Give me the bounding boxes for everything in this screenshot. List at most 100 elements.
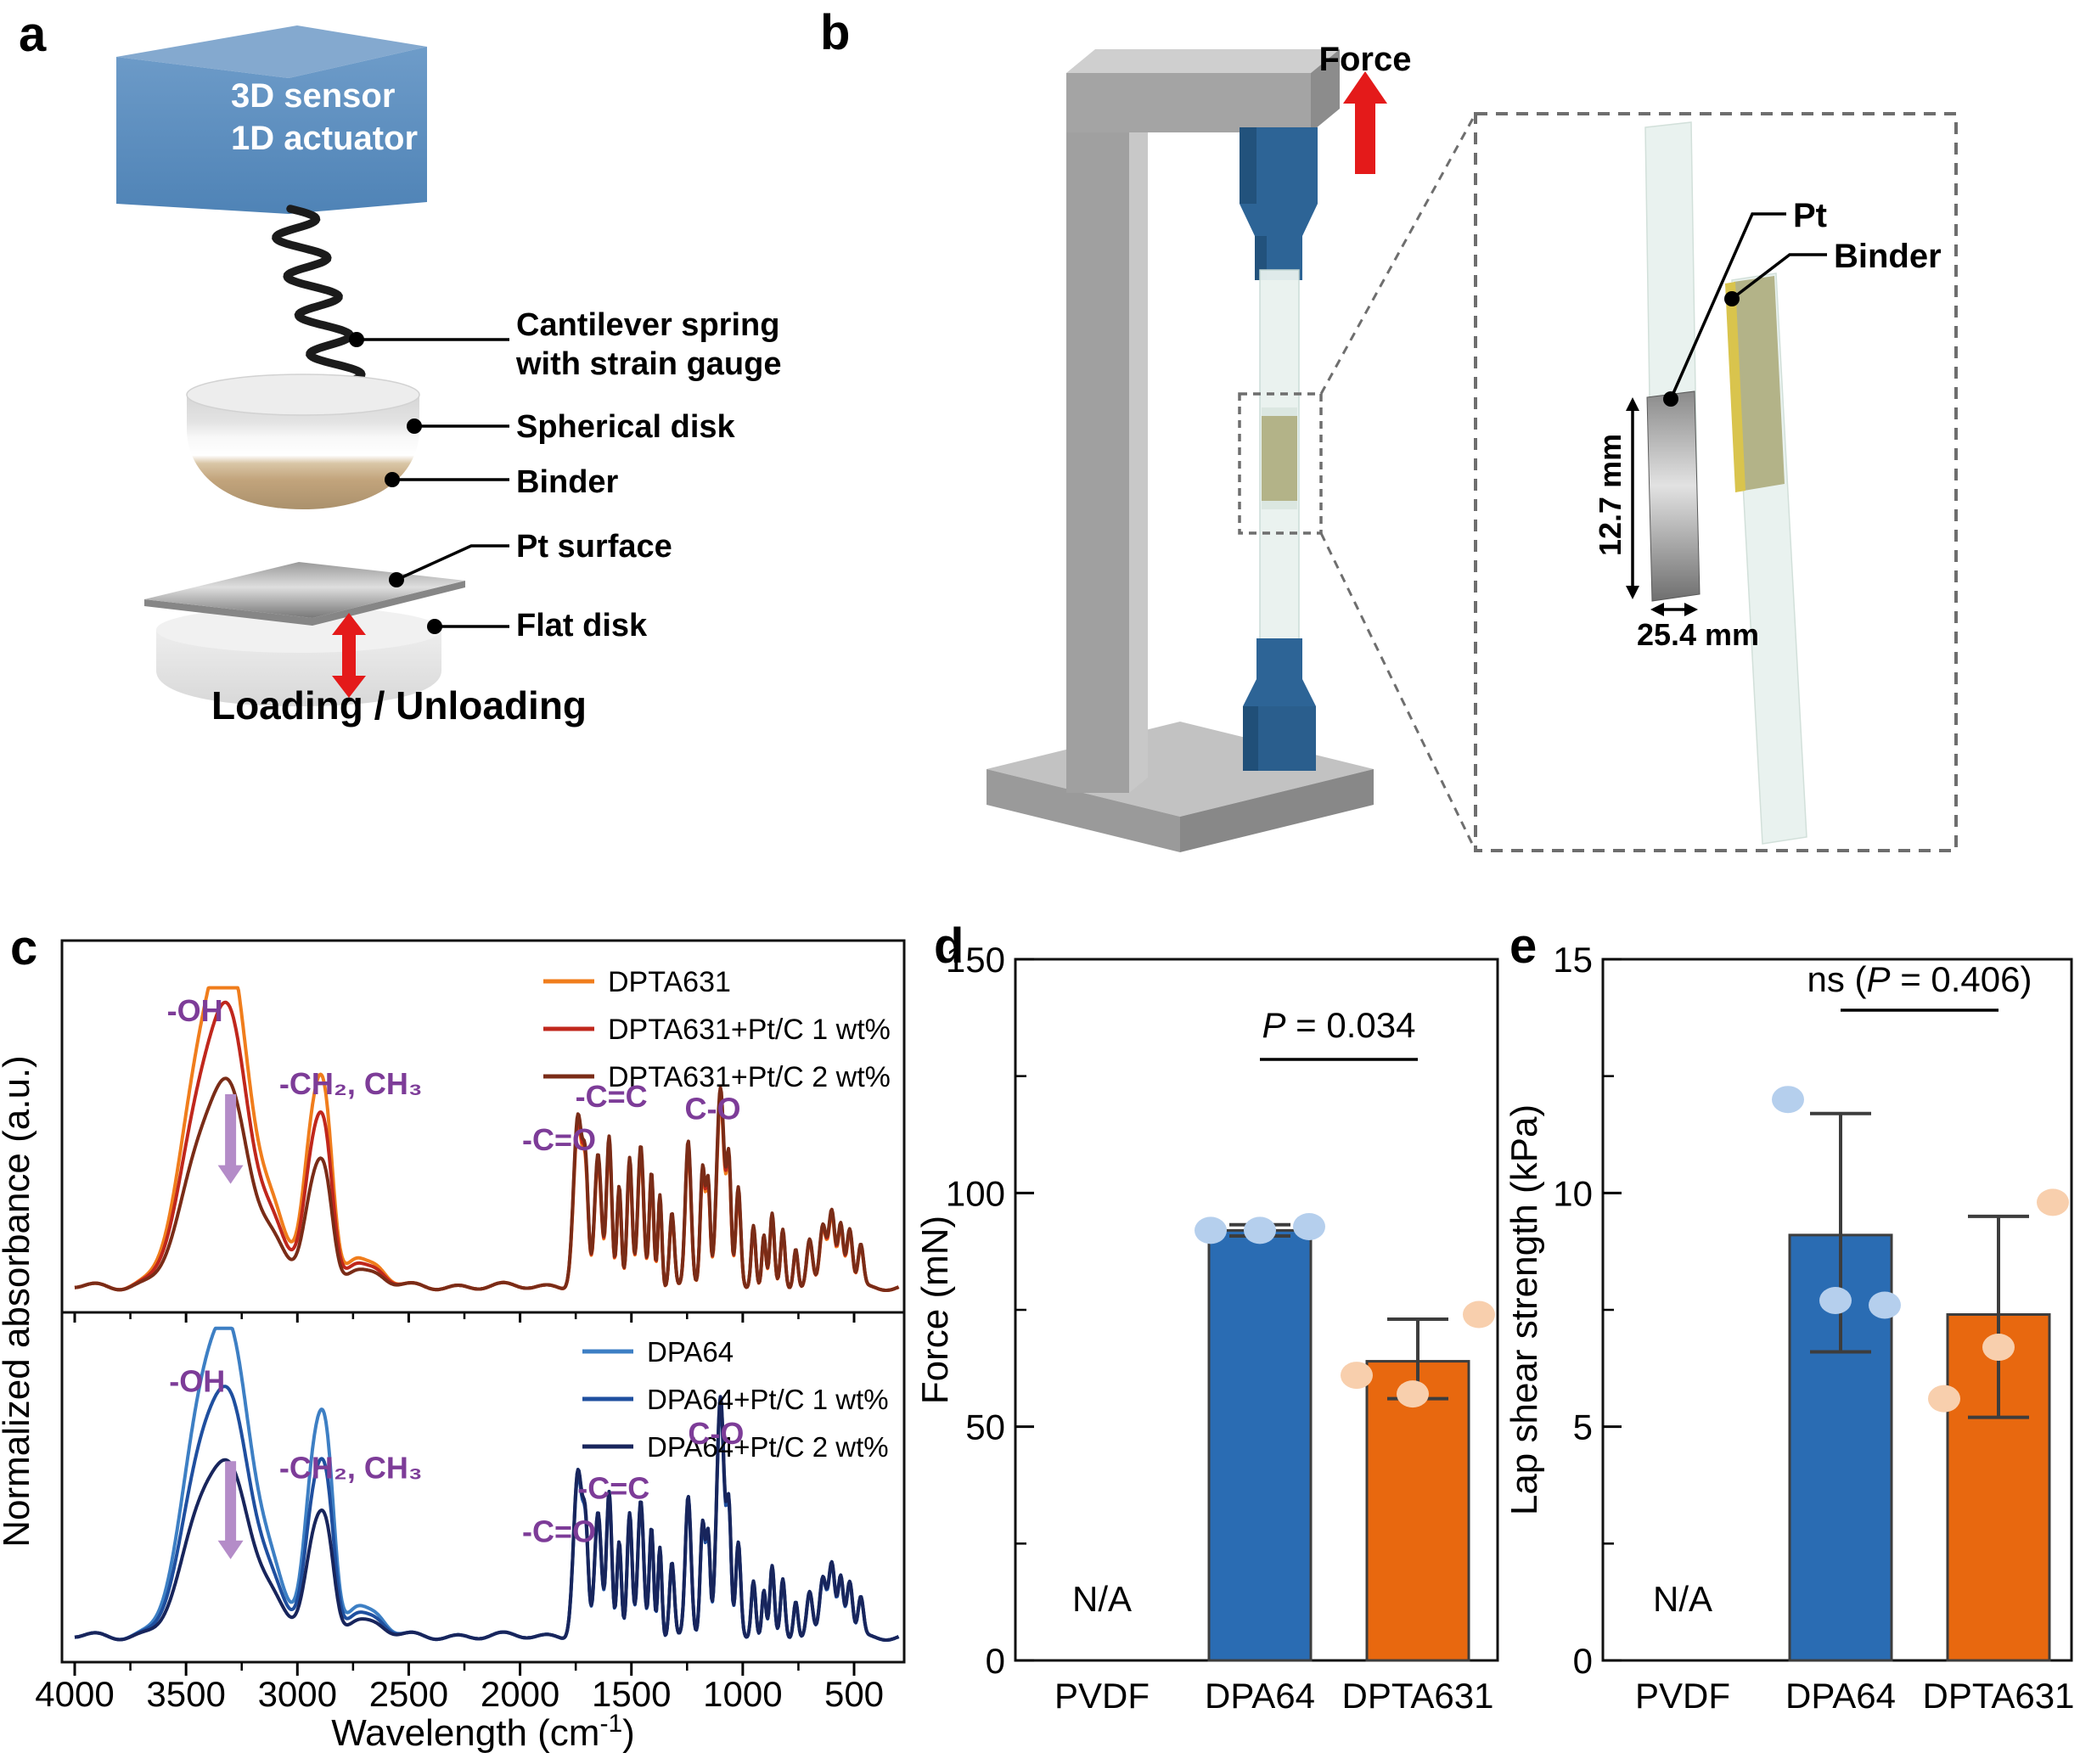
- x-tick-label: 1000: [703, 1674, 782, 1714]
- category-label: PVDF: [1635, 1676, 1730, 1716]
- significance-text: ns (P = 0.406): [1807, 959, 2032, 999]
- dim-head: [1626, 586, 1639, 599]
- x-tick-label: 3000: [258, 1674, 337, 1714]
- label-loading-unloading: Loading / Unloading: [211, 683, 587, 728]
- ftir-curve-dpa64-pt-c-2-wt-: [74, 1395, 900, 1642]
- y-tick-label: 0: [986, 1641, 1005, 1681]
- label-binder-b: Binder: [1834, 238, 1942, 275]
- loading-arrow-shaft: [342, 633, 356, 677]
- zoom-connector-top: [1319, 113, 1477, 395]
- device-label-line1: 3D sensor: [231, 77, 396, 115]
- data-point-dpta631: [1341, 1362, 1373, 1390]
- device-top-face: [116, 25, 427, 78]
- panel-c-axis-labels: Normalized absorbance (a.u.) Wavelength (…: [0, 1055, 635, 1754]
- panel-bar-pull_off_force: 0 50 100 150 N/A PVDF DPA64 DPTA631 Force (mN) P …: [914, 940, 1499, 1716]
- label-binder: Binder: [516, 464, 619, 500]
- force-arrow: [1343, 71, 1387, 174]
- label-spherical-disk: Spherical disk: [516, 409, 735, 445]
- y-axis-label: Force (mN): [914, 1216, 956, 1404]
- panel-b-diagram: [987, 49, 1958, 852]
- dim-head: [1684, 603, 1698, 616]
- panel-letter-c: c: [10, 920, 38, 975]
- data-point-dpa64: [1293, 1212, 1325, 1240]
- leader-inset-binder: [1730, 253, 1827, 301]
- x-tick-label: 2500: [369, 1674, 448, 1714]
- data-point-dpa64: [1772, 1086, 1804, 1114]
- leader-inset-pt: [1669, 212, 1786, 400]
- dim-head: [1650, 603, 1664, 616]
- y-tick-label: 100: [946, 1173, 1005, 1213]
- device-front-face: [116, 47, 427, 214]
- c-x-axis-label: Wavelength (cm-1): [331, 1710, 635, 1754]
- y-tick-label: 5: [1573, 1407, 1593, 1447]
- stand-column-side: [1129, 117, 1148, 793]
- inset-binder-patch: [1734, 276, 1785, 491]
- loading-arrow-up: [332, 613, 366, 635]
- x-tick-label: 2000: [481, 1674, 559, 1714]
- inset-pt-strip: [1646, 390, 1701, 602]
- y-tick-label: 15: [1553, 940, 1593, 980]
- data-point-dpa64: [1195, 1216, 1227, 1244]
- na-label: N/A: [1653, 1579, 1712, 1619]
- data-point-dpta631: [1982, 1334, 2015, 1362]
- label-force: Force: [1318, 41, 1412, 78]
- band-annotation: -C=C: [577, 1470, 649, 1505]
- data-point-dpta631: [1397, 1380, 1429, 1408]
- legend-label: DPTA631+Pt/C 1 wt%: [608, 1014, 891, 1046]
- panel-c-plot-ftir_dpa64: 4000 3500 3000 2500 2000 1500 1000 500 DPA64 DPA6…: [35, 1311, 906, 1714]
- top-grip-shade: [1240, 127, 1256, 204]
- panel-bar-lap_shear_strength: 0 5 10 15 N/A PVDF DPA64 DPTA631 Lap shear stren…: [1504, 940, 2074, 1716]
- legend-label: DPA64+Pt/C 1 wt%: [647, 1384, 889, 1415]
- bottom-grip-taper: [1243, 679, 1316, 706]
- inset-binder-strip: [1725, 282, 1746, 492]
- stand-arm: [1066, 73, 1311, 132]
- y-tick-label: 10: [1553, 1173, 1593, 1213]
- category-label: DPA64: [1205, 1676, 1315, 1716]
- overlap-edge-bottom: [1262, 501, 1297, 509]
- x-tick-label: 4000: [35, 1674, 114, 1714]
- data-point-dpta631: [2037, 1188, 2069, 1216]
- label-cantilever-spring-line2: with strain gauge: [516, 346, 782, 382]
- band-annotation: -C=O: [522, 1122, 596, 1157]
- category-label: DPTA631: [1923, 1676, 2075, 1716]
- overlap-region: [1262, 416, 1297, 501]
- dimension-12-7-mm: 12.7 mm: [1593, 433, 1627, 556]
- legend-label: DPA64+Pt/C 2 wt%: [647, 1431, 889, 1463]
- decrease-arrow-head: [217, 1165, 244, 1184]
- band-annotation: C-O: [688, 1416, 744, 1451]
- panel-a-diagram: [116, 25, 509, 706]
- stand-arm-top: [1066, 49, 1340, 73]
- band-annotation: -C=O: [522, 1514, 596, 1548]
- category-label: DPA64: [1785, 1676, 1896, 1716]
- panel-letter-e: e: [1509, 919, 1538, 974]
- data-point-dpta631: [1928, 1385, 1960, 1413]
- bottom-grip-jaw: [1256, 638, 1302, 679]
- bottom-grip-shade: [1243, 706, 1258, 771]
- band-annotation: -OH: [167, 993, 223, 1028]
- plot-frame: [60, 1311, 906, 1664]
- decrease-arrow-head: [217, 1540, 244, 1559]
- band-annotation: C-O: [684, 1092, 740, 1126]
- zoom-rectangle: [1238, 392, 1323, 535]
- panel-letter-b: b: [820, 5, 851, 60]
- legend-label: DPA64: [647, 1336, 734, 1368]
- flat-disk-top: [156, 607, 441, 653]
- y-axis-label: Lap shear strength (kPa): [1504, 1104, 1545, 1515]
- data-point-dpta631: [1463, 1301, 1495, 1329]
- stand-base-front-right: [1180, 769, 1374, 852]
- category-label: DPTA631: [1342, 1676, 1494, 1716]
- data-point-dpa64: [1244, 1216, 1276, 1244]
- panel-letter-d: d: [934, 919, 964, 974]
- x-tick-label: 3500: [146, 1674, 225, 1714]
- label-pt-surface: Pt surface: [516, 529, 672, 565]
- y-tick-label: 50: [965, 1407, 1005, 1447]
- inset-box: [1474, 112, 1958, 852]
- stand-base-front-left: [987, 769, 1180, 852]
- top-grip-taper: [1240, 204, 1318, 236]
- ftir-curve-dpta631-pt-c-2-wt-: [74, 1076, 900, 1292]
- band-annotation: -C=C: [576, 1079, 648, 1114]
- x-tick-label: 500: [824, 1674, 884, 1714]
- band-annotation: -CH₂, CH₃: [279, 1066, 423, 1101]
- spherical-disk-top: [186, 374, 420, 416]
